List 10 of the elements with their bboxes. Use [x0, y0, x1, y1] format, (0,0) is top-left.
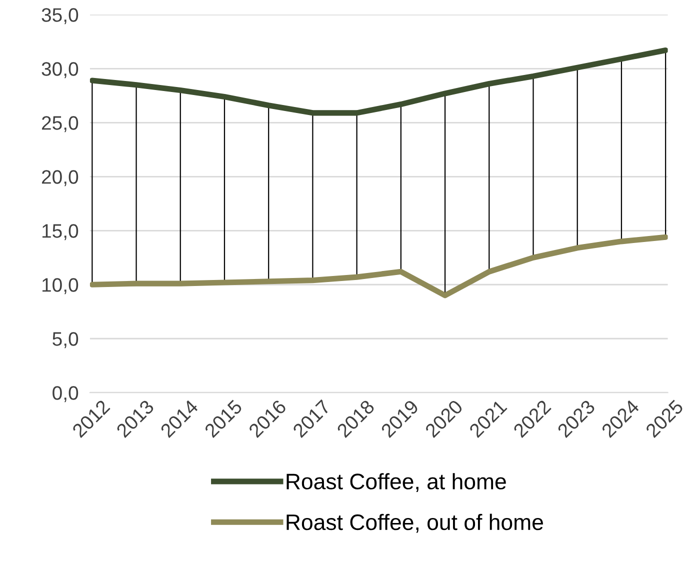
y-tick-label: 25,0 [42, 116, 78, 132]
y-tick-label: 35,0 [42, 8, 78, 24]
y-tick-label: 20,0 [42, 170, 78, 186]
legend-label: Roast Coffee, at home [286, 473, 506, 492]
legend-label: Roast Coffee, out of home [286, 514, 543, 533]
y-tick-label: 15,0 [42, 224, 78, 240]
y-tick-label: 5,0 [52, 332, 78, 348]
y-tick-label: 30,0 [42, 62, 78, 78]
y-tick-label: 10,0 [42, 278, 78, 294]
y-tick-label: 0,0 [52, 386, 78, 402]
